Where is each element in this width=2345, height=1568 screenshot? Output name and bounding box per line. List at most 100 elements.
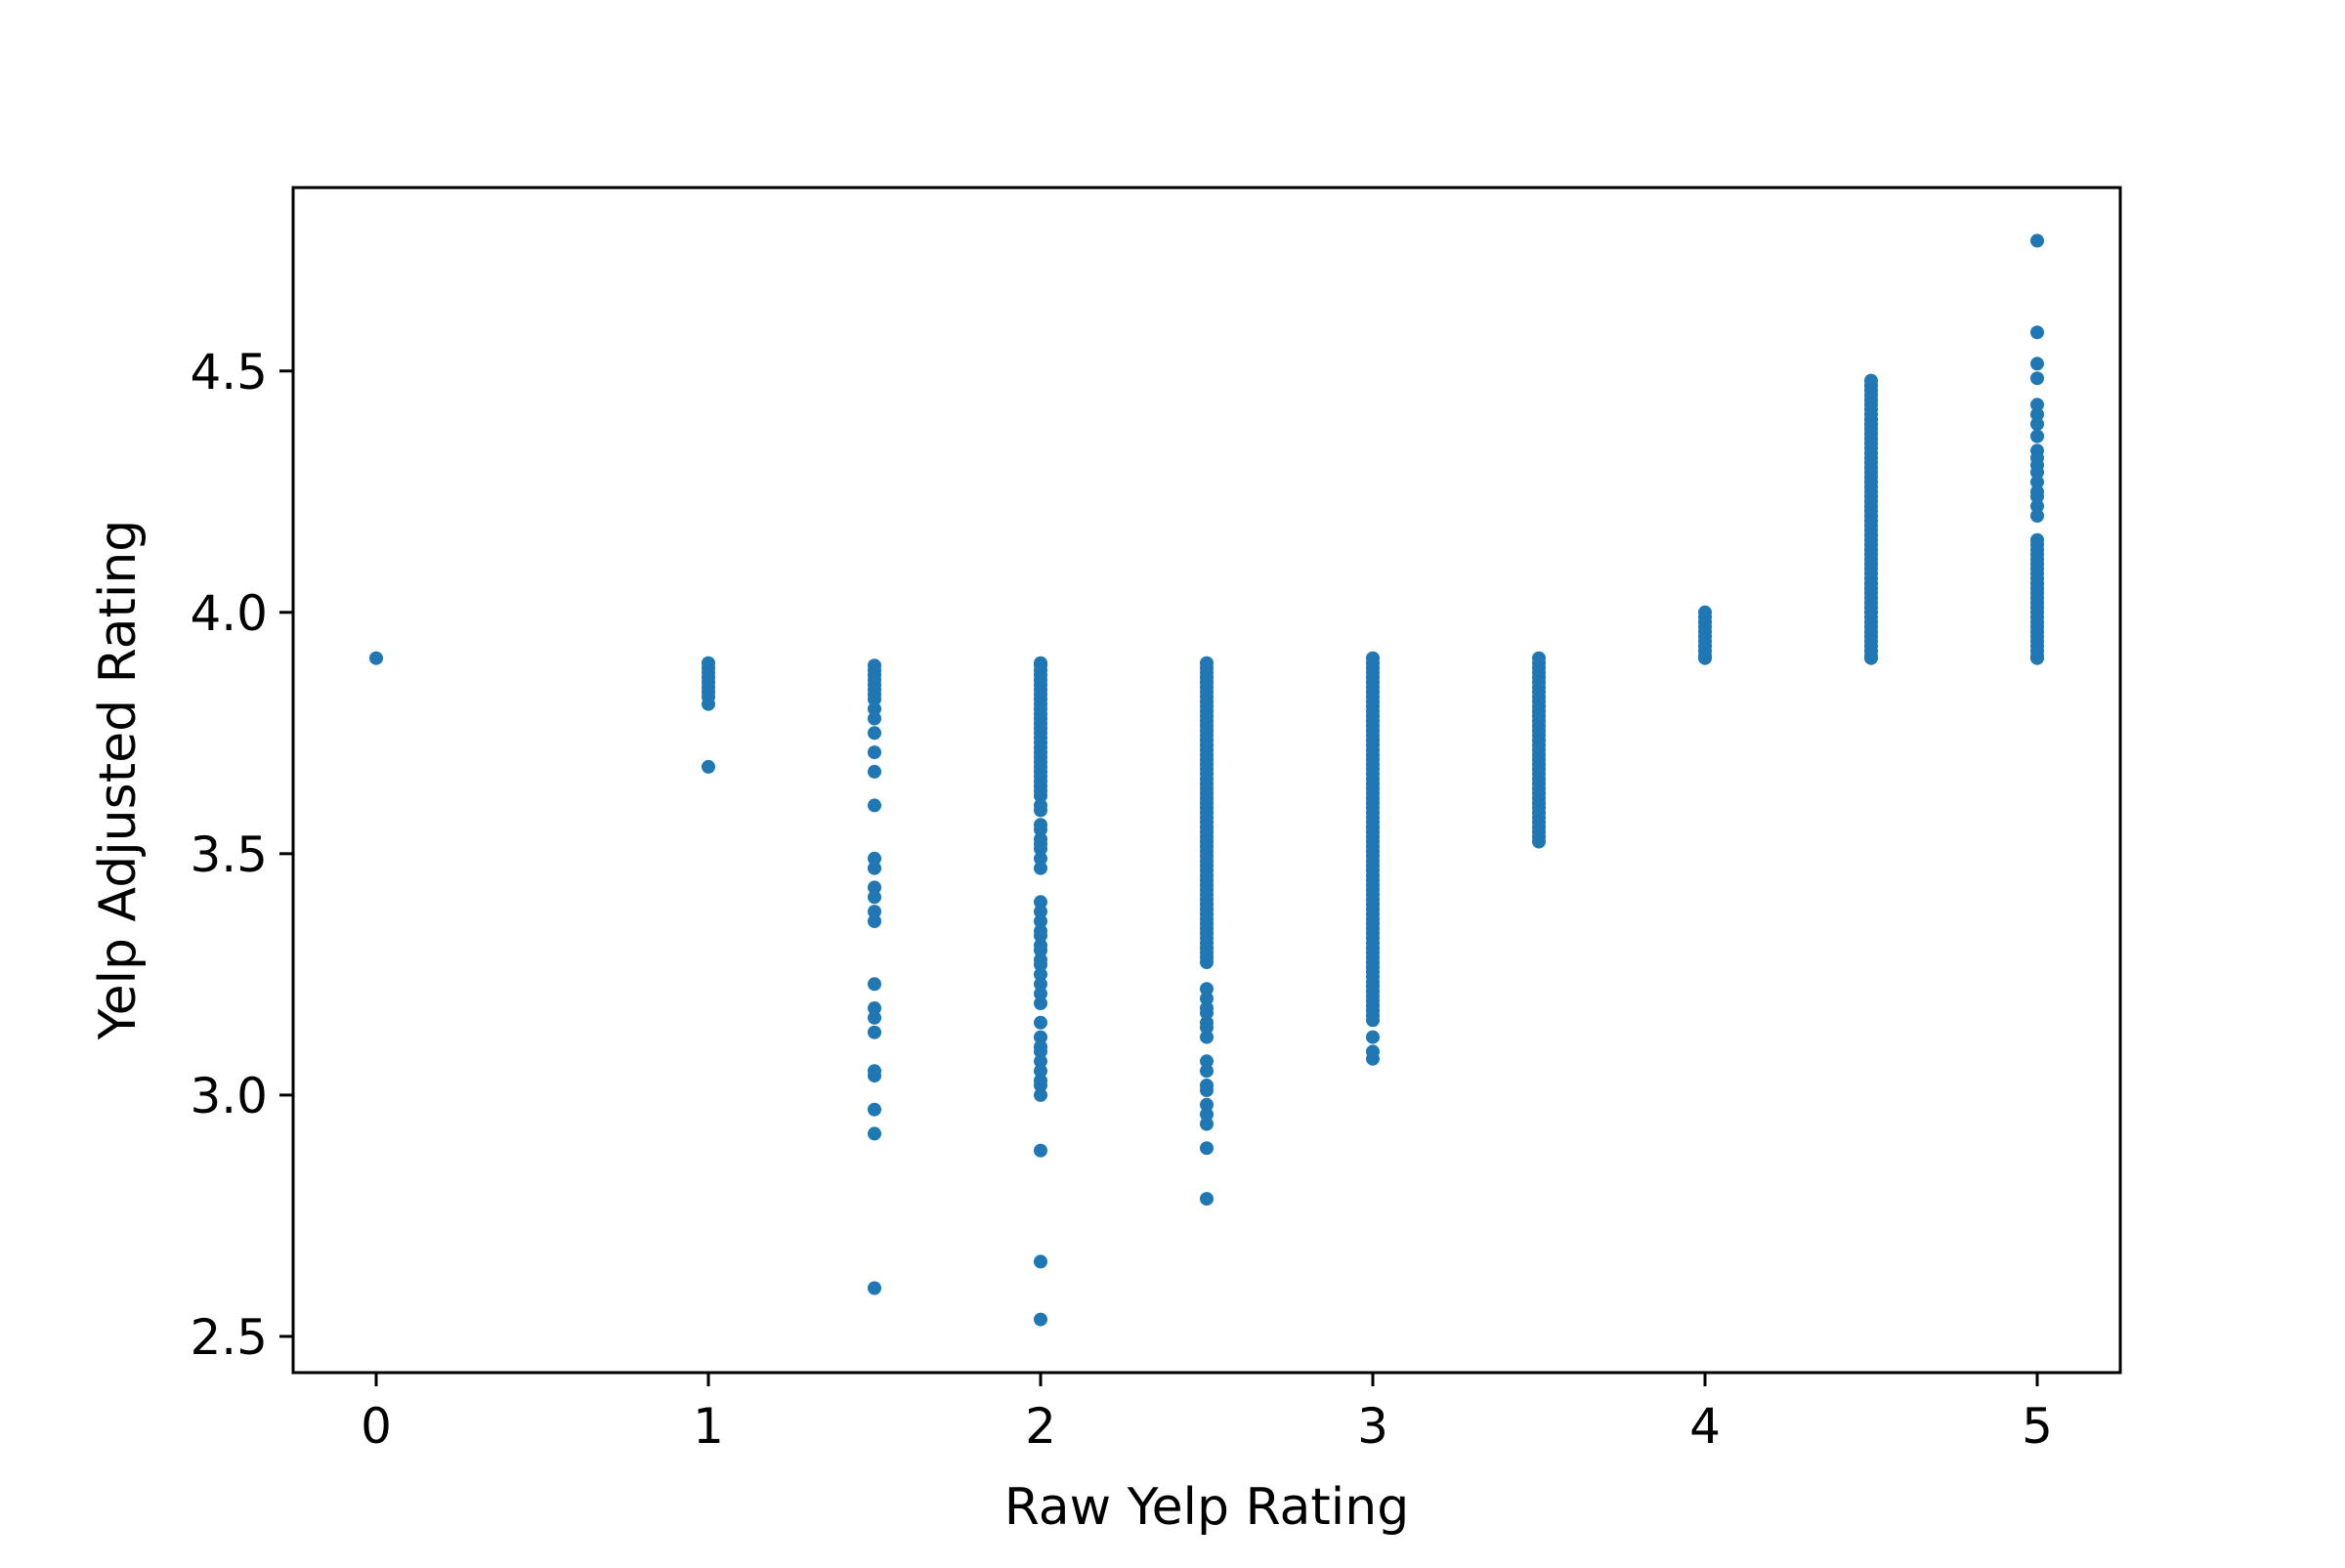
data-point — [2030, 398, 2044, 412]
y-axis-label: Yelp Adjusted Rating — [89, 520, 148, 1041]
x-tick-label: 0 — [361, 1398, 392, 1455]
data-point — [1864, 651, 1878, 665]
y-tick-label: 3.0 — [190, 1068, 268, 1124]
data-point — [868, 711, 881, 726]
y-axis-ticks: 2.5 3.0 3.5 4.0 4.5 — [190, 344, 293, 1366]
data-point — [1200, 1064, 1214, 1079]
data-point — [1200, 1107, 1214, 1122]
data-point — [1034, 987, 1047, 1001]
data-point — [1200, 982, 1214, 996]
data-point — [868, 1069, 881, 1083]
data-point — [1200, 1083, 1214, 1097]
data-point — [868, 692, 881, 706]
data-point — [868, 905, 881, 919]
data-point — [868, 764, 881, 779]
data-point — [1200, 1030, 1214, 1044]
data-point — [369, 651, 383, 665]
x-axis-label: Raw Yelp Rating — [1004, 1478, 1409, 1537]
data-point — [868, 890, 881, 905]
data-point — [1200, 992, 1214, 1006]
x-axis-ticks: 0 1 2 3 4 5 — [361, 1373, 2053, 1455]
data-point — [1034, 823, 1047, 837]
data-point — [1034, 905, 1047, 919]
data-point — [868, 977, 881, 992]
data-point — [868, 1102, 881, 1117]
data-point — [1034, 1064, 1047, 1079]
data-point — [2030, 499, 2044, 514]
x-tick-label: 1 — [693, 1398, 724, 1455]
data-point — [868, 745, 881, 760]
data-point — [1034, 914, 1047, 928]
data-point — [1034, 943, 1047, 957]
axes-frame — [291, 186, 2122, 1375]
data-point — [868, 1281, 881, 1295]
data-point — [1034, 977, 1047, 992]
x-tick-label: 2 — [1025, 1398, 1056, 1455]
points-layer — [369, 233, 2044, 1327]
data-point — [1034, 1044, 1047, 1059]
data-point — [1034, 928, 1047, 943]
data-point — [1034, 1143, 1047, 1158]
data-point — [1200, 955, 1214, 969]
data-point — [2030, 651, 2044, 665]
data-point — [2030, 357, 2044, 371]
data-point — [868, 914, 881, 928]
data-point — [1034, 851, 1047, 866]
y-tick-label: 2.5 — [190, 1309, 268, 1366]
data-point — [1034, 957, 1047, 972]
data-point — [1034, 788, 1047, 803]
data-point — [1200, 1097, 1214, 1112]
y-tick-label: 3.5 — [190, 826, 268, 883]
data-point — [2030, 325, 2044, 340]
data-point — [1200, 1054, 1214, 1069]
data-point — [2030, 371, 2044, 386]
x-tick-label: 5 — [2022, 1398, 2053, 1455]
data-point — [868, 851, 881, 866]
data-point — [2030, 465, 2044, 480]
data-point — [2030, 417, 2044, 432]
x-tick-label: 3 — [1357, 1398, 1388, 1455]
data-point — [1034, 1312, 1047, 1327]
data-point — [1200, 1005, 1214, 1020]
data-point — [1034, 967, 1047, 982]
data-point — [2030, 233, 2044, 248]
x-tick-label: 4 — [1689, 1398, 1721, 1455]
data-point — [2030, 489, 2044, 504]
data-point — [1366, 1051, 1380, 1066]
data-point — [1034, 1079, 1047, 1092]
y-tick-label: 4.0 — [190, 585, 268, 642]
data-point — [1532, 834, 1546, 849]
data-point — [2030, 429, 2044, 444]
data-point — [868, 701, 881, 716]
data-point — [1034, 1015, 1047, 1030]
data-point — [1200, 1141, 1214, 1156]
data-point — [1366, 1030, 1380, 1044]
data-point — [702, 697, 715, 711]
data-point — [868, 1010, 881, 1025]
y-tick-label: 4.5 — [190, 344, 268, 401]
data-point — [702, 759, 715, 774]
data-point — [1034, 895, 1047, 910]
data-point — [1698, 651, 1712, 665]
data-point — [1034, 996, 1047, 1010]
data-point — [1034, 861, 1047, 875]
data-point — [868, 1001, 881, 1015]
data-point — [1366, 1013, 1380, 1028]
data-point — [868, 861, 881, 875]
data-point — [868, 798, 881, 813]
data-point — [1034, 1054, 1047, 1069]
data-point — [868, 880, 881, 895]
data-point — [1034, 1254, 1047, 1269]
data-point — [868, 726, 881, 741]
data-point — [868, 1025, 881, 1039]
data-point — [1200, 1192, 1214, 1207]
data-point — [1200, 1117, 1214, 1131]
data-point — [2030, 475, 2044, 489]
data-point — [1034, 1030, 1047, 1044]
data-point — [868, 1126, 881, 1141]
data-point — [1034, 803, 1047, 818]
data-point — [2030, 407, 2044, 422]
data-point — [1200, 1020, 1214, 1035]
